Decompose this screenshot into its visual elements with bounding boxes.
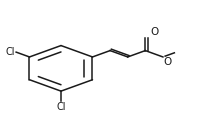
Text: Cl: Cl (6, 47, 15, 57)
Text: Cl: Cl (56, 102, 66, 112)
Text: O: O (163, 57, 172, 68)
Text: O: O (150, 27, 158, 37)
